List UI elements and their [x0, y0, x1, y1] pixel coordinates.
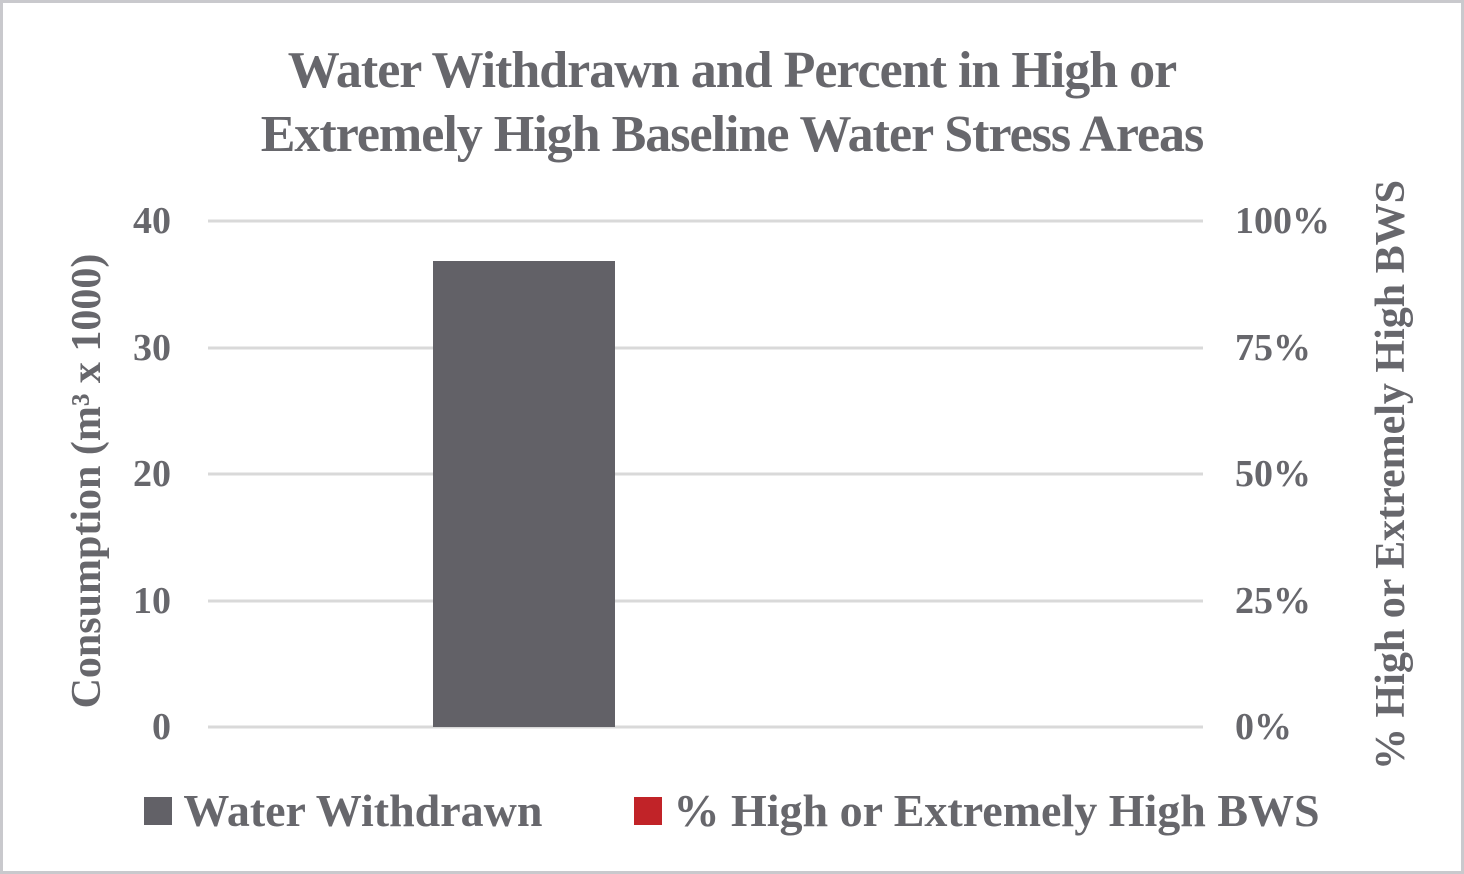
plot-area [208, 219, 1203, 729]
chart-title-line-2: Extremely High Baseline Water Stress Are… [260, 106, 1205, 163]
legend-label: Water Withdrawn [183, 785, 543, 836]
left-axis-title: Consumption (m³ x 1000) [64, 253, 110, 709]
chart-title-line-1: Water Withdrawn and Percent in High or [287, 42, 1177, 99]
gridline-10 [208, 599, 1203, 602]
right-axis-title: % High or Extremely High BWS [1368, 180, 1414, 770]
left-tick-40: 40 [133, 200, 171, 242]
gridline-40 [208, 219, 1203, 223]
right-tick-100: 100% [1235, 200, 1330, 242]
gridline-20 [208, 472, 1203, 476]
right-tick-75: 75% [1235, 326, 1311, 369]
legend-item-water-withdrawn: Water Withdrawn [144, 784, 542, 837]
legend-label: % High or Extremely High BWS [673, 785, 1320, 836]
right-tick-25: 25% [1235, 579, 1311, 622]
left-tick-10: 10 [133, 579, 171, 622]
legend-item-percent-high-bws: % High or Extremely High BWS [634, 784, 1320, 837]
left-axis-ticks: 40 30 20 10 0 [3, 200, 171, 748]
right-tick-0: 0% [1235, 706, 1292, 748]
right-tick-50: 50% [1235, 453, 1311, 495]
right-axis-ticks: 100% 75% 50% 25% 0% [1235, 200, 1464, 748]
bar-water-withdrawn [433, 261, 615, 727]
gridline-30 [208, 346, 1203, 349]
left-tick-20: 20 [133, 453, 171, 495]
legend: Water Withdrawn % High or Extremely High… [3, 784, 1461, 837]
red-square-swatch-icon [634, 796, 663, 825]
left-tick-0: 0 [152, 706, 171, 748]
gridline-0-baseline [208, 725, 1203, 729]
gray-square-swatch-icon [144, 796, 173, 825]
left-tick-30: 30 [133, 326, 171, 369]
chart-title: Water Withdrawn and Percent in High or E… [3, 39, 1461, 167]
